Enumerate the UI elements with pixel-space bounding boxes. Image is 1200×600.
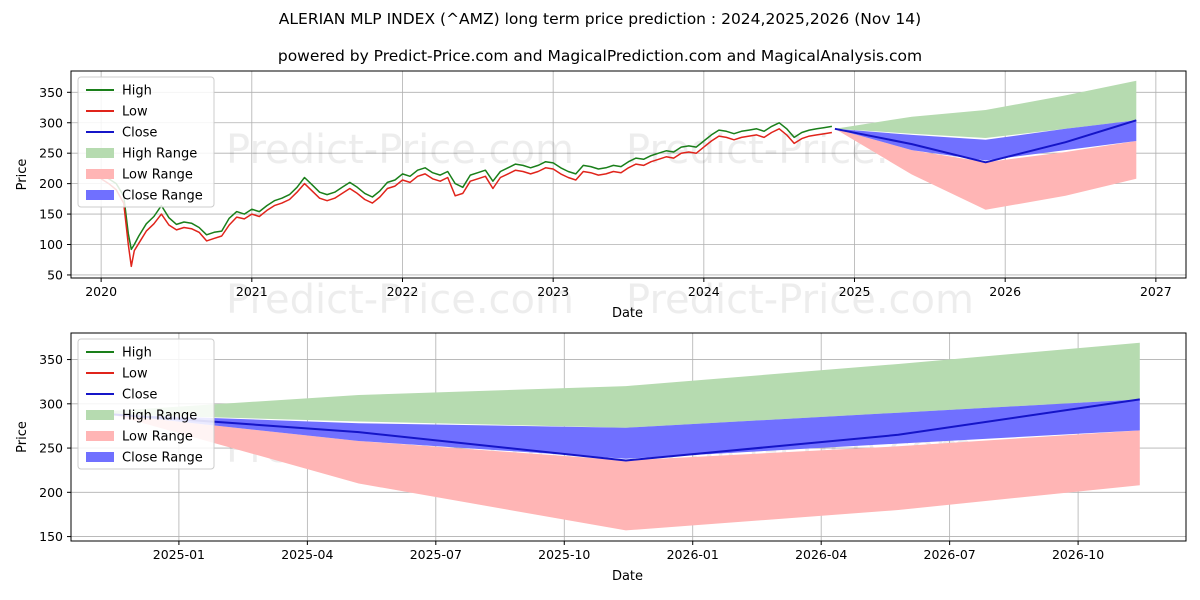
y-tick-label: 50 [47, 267, 63, 282]
y-tick-label: 200 [39, 176, 63, 191]
y-tick-label: 300 [39, 115, 63, 130]
x-tick-label: 2026-10 [1052, 547, 1104, 562]
legend-label: High Range [122, 147, 197, 162]
legend: High Low Close High Range Low Range Close Ran… [77, 338, 215, 470]
high-range-band [834, 80, 1137, 138]
legend-label: Close [122, 388, 157, 403]
legend-label: Low [122, 367, 148, 382]
legend-label: Low [122, 105, 148, 120]
x-tick-label: 2021 [236, 284, 268, 299]
plot-frame [70, 70, 1187, 279]
legend-item: High [86, 84, 152, 99]
x-tick-label: 2026-07 [924, 547, 976, 562]
legend-swatch [86, 169, 114, 179]
x-axis-label: Date [612, 569, 643, 584]
legend-swatch [86, 190, 114, 200]
low-range-band [112, 414, 1140, 531]
x-tick-label: 2025-07 [410, 547, 462, 562]
legend-swatch [86, 410, 114, 420]
chart-subtitle: powered by Predict-Price.com and Magical… [277, 47, 923, 65]
x-tick-label: 2025-01 [153, 547, 205, 562]
low-series-line [100, 128, 833, 268]
chart-1: Predict-Price.com Predict-Price.com Predic… [15, 70, 1187, 323]
legend-item: Low [86, 105, 148, 120]
legend-label: High Range [122, 409, 197, 424]
y-tick-label: 350 [39, 352, 63, 367]
x-tick-label: 2027 [1140, 284, 1172, 299]
watermark-text: Predict-Price.com [626, 277, 974, 323]
chart-title: ALERIAN MLP INDEX (^AMZ) long term price… [278, 10, 922, 28]
close-series-line [112, 398, 1140, 462]
legend-swatch [86, 148, 114, 158]
y-tick-label: 250 [39, 441, 63, 456]
legend-item: Close [86, 388, 157, 403]
plot-frame [70, 332, 1187, 542]
y-tick-label: 100 [39, 237, 63, 252]
legend-label: Low Range [122, 168, 193, 183]
legend-item: High [86, 346, 152, 361]
watermark-text: Predict-Price.com [226, 277, 574, 323]
chart-2: Predict-Price.comPredict-Price.com2025-0… [15, 332, 1187, 584]
close-range-band [112, 399, 1140, 459]
close-series-line [834, 119, 1137, 164]
close-range-band [834, 120, 1137, 161]
x-tick-label: 2026-04 [795, 547, 847, 562]
legend-item: Close Range [86, 189, 203, 204]
legend-label: High [122, 346, 152, 361]
legend-item: Low Range [86, 430, 193, 445]
y-tick-label: 300 [39, 396, 63, 411]
legend: High Low Close High Range Low Range Close Ran… [77, 76, 215, 208]
x-tick-label: 2026 [989, 284, 1021, 299]
y-tick-label: 250 [39, 146, 63, 161]
low-range-band [834, 128, 1137, 210]
x-tick-label: 2024 [688, 284, 720, 299]
legend-item: Close [86, 126, 157, 141]
legend-item: High Range [86, 147, 197, 162]
legend-item: High Range [86, 409, 197, 424]
y-tick-label: 350 [39, 85, 63, 100]
legend-label: Low Range [122, 430, 193, 445]
high-series-line [100, 122, 833, 251]
high-range-band [112, 342, 1140, 428]
y-tick-label: 150 [39, 529, 63, 544]
legend-item: Low Range [86, 168, 193, 183]
x-tick-label: 2020 [85, 284, 117, 299]
x-axis-label: Date [612, 306, 643, 321]
legend-label: High [122, 84, 152, 99]
x-tick-label: 2025-10 [538, 547, 590, 562]
x-tick-label: 2026-01 [667, 547, 719, 562]
legend-item: Close Range [86, 451, 203, 466]
legend-label: Close Range [122, 451, 203, 466]
x-tick-label: 2025 [839, 284, 871, 299]
watermark-text: Predict-Price.com [226, 127, 574, 173]
x-tick-label: 2023 [537, 284, 569, 299]
x-tick-label: 2022 [387, 284, 419, 299]
legend-label: Close Range [122, 189, 203, 204]
y-tick-label: 200 [39, 485, 63, 500]
y-tick-label: 150 [39, 207, 63, 222]
legend-label: Close [122, 126, 157, 141]
y-axis-label: Price [15, 421, 30, 453]
legend-swatch [86, 431, 114, 441]
legend-swatch [86, 452, 114, 462]
y-axis-label: Price [15, 159, 30, 191]
x-tick-label: 2025-04 [281, 547, 333, 562]
legend-item: Low [86, 367, 148, 382]
